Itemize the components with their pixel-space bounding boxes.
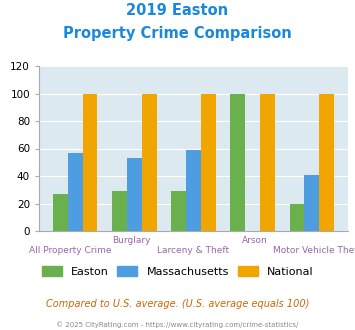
Text: All Property Crime: All Property Crime: [29, 246, 111, 255]
Bar: [319, 93, 334, 231]
Bar: [53, 194, 68, 231]
Text: Compared to U.S. average. (U.S. average equals 100): Compared to U.S. average. (U.S. average …: [46, 299, 309, 309]
Text: Larceny & Theft: Larceny & Theft: [157, 246, 230, 255]
Legend: Easton, Massachusetts, National: Easton, Massachusetts, National: [37, 261, 318, 281]
Bar: [112, 191, 127, 231]
Bar: [201, 93, 215, 231]
Bar: [171, 191, 186, 231]
Bar: [68, 152, 83, 231]
Text: © 2025 CityRating.com - https://www.cityrating.com/crime-statistics/: © 2025 CityRating.com - https://www.city…: [56, 322, 299, 328]
Bar: [230, 93, 245, 231]
Text: Arson: Arson: [242, 236, 268, 245]
Bar: [186, 150, 201, 231]
Text: Burglary: Burglary: [113, 236, 151, 245]
Text: 2019 Easton: 2019 Easton: [126, 3, 229, 18]
Bar: [290, 204, 304, 231]
Bar: [127, 158, 142, 231]
Text: Property Crime Comparison: Property Crime Comparison: [63, 26, 292, 41]
Text: Motor Vehicle Theft: Motor Vehicle Theft: [273, 246, 355, 255]
Bar: [142, 93, 157, 231]
Bar: [260, 93, 275, 231]
Bar: [304, 175, 319, 231]
Bar: [83, 93, 97, 231]
